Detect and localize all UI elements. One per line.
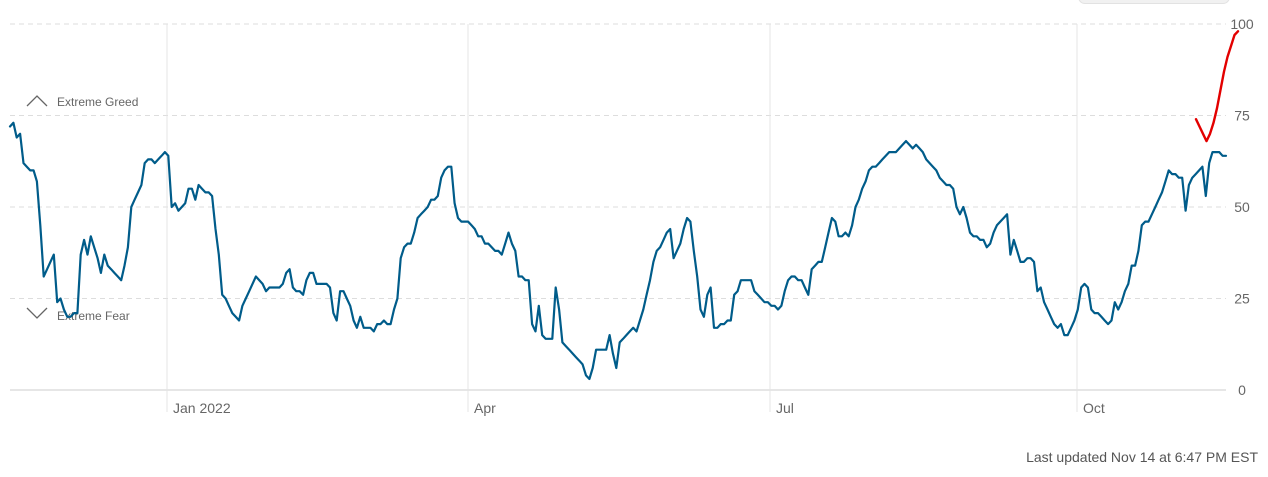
x-tick-label: Apr (474, 400, 496, 416)
gridlines (10, 23, 1226, 391)
month-gridlines (166, 24, 1078, 412)
last-updated-text: Last updated Nov 14 at 6:47 PM EST (1026, 449, 1258, 465)
chevron-up-icon (26, 95, 48, 107)
y-tick-label: 100 (1230, 16, 1254, 32)
zone-label: Extreme Greed (57, 95, 138, 109)
y-tick-label: 75 (1234, 108, 1250, 124)
toggle-pill[interactable] (1078, 0, 1230, 4)
y-tick-label: 0 (1238, 382, 1246, 398)
x-tick-label: Oct (1083, 400, 1105, 416)
y-tick-label: 50 (1234, 199, 1250, 215)
x-tick-labels: Jan 2022 Apr Jul Oct (173, 400, 1105, 416)
chevron-down-icon (26, 307, 48, 319)
fear-greed-line (8, 121, 1228, 381)
y-tick-labels: 0 25 50 75 100 (1230, 16, 1254, 398)
x-tick-label: Jan 2022 (173, 400, 231, 416)
annotation-stroke (1194, 30, 1240, 143)
x-tick-label: Jul (776, 400, 794, 416)
series-lines (8, 30, 1240, 381)
y-tick-label: 25 (1234, 291, 1250, 307)
